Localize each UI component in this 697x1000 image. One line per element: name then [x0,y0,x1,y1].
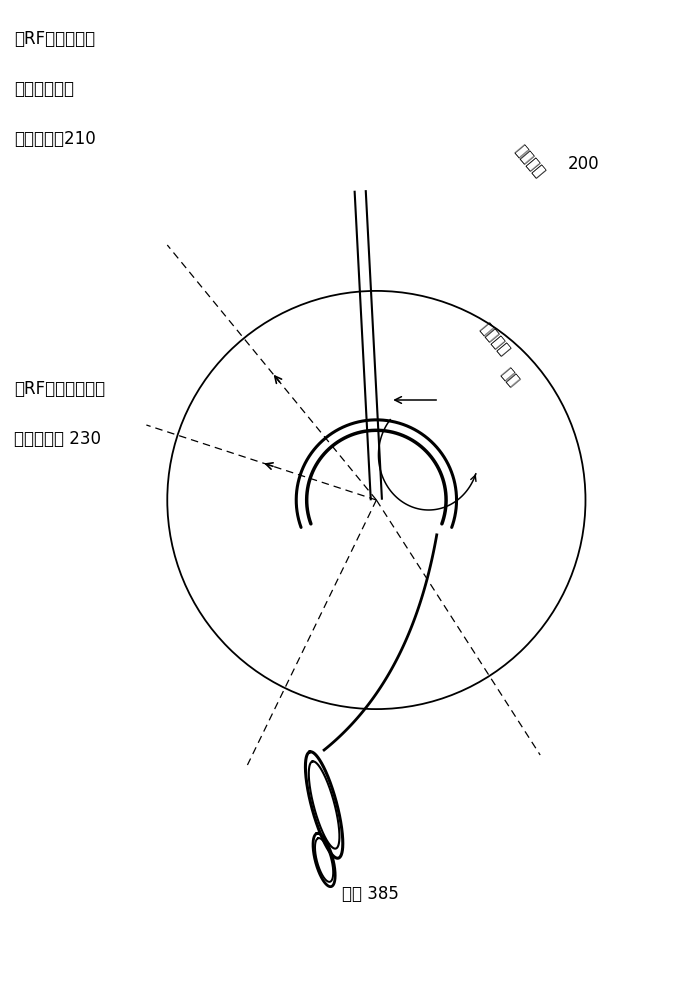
Text: 当RF的改变速率: 当RF的改变速率 [14,30,95,48]
Text: 位置的位点 230: 位置的位点 230 [14,430,101,448]
Text: 加速间隙: 加速间隙 [512,142,547,180]
Text: 位置的位点210: 位置的位点210 [14,130,95,148]
Text: 射束旋转: 射束旋转 [477,320,512,358]
Text: 方向: 方向 [498,365,521,389]
Text: 当RF最小时的射束: 当RF最小时的射束 [14,380,105,398]
Text: 最小时的射束: 最小时的射束 [14,80,74,98]
Text: 环路 385: 环路 385 [342,885,399,903]
Text: 200: 200 [568,155,599,173]
